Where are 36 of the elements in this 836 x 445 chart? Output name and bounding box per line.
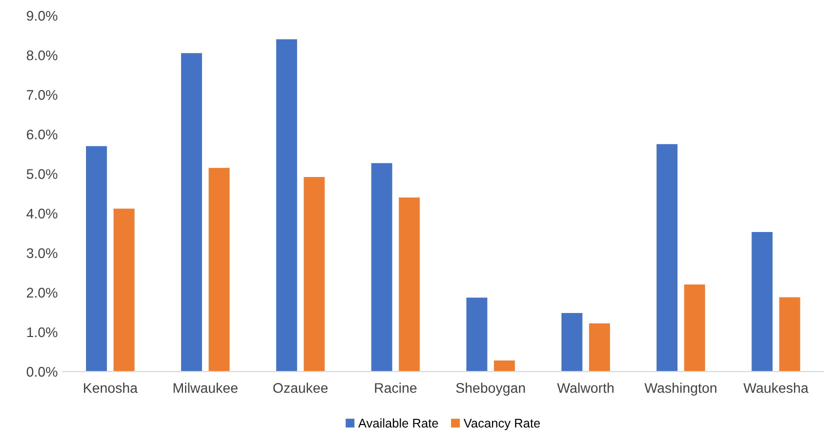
legend-label: Vacancy Rate [464,418,540,430]
x-tick-label: Sheboygan [456,382,525,396]
bar [208,168,230,372]
y-tick-label: 3.0% [26,248,58,258]
bar [656,144,678,372]
x-tick-label: Racine [375,382,417,393]
bar [304,176,325,372]
y-tick-label: 6.0% [26,130,58,140]
y-tick-label: 7.0% [26,90,58,100]
y-tick-label: 1.0% [27,327,58,338]
bar [276,39,298,372]
y-tick-label: 9.0% [26,10,58,21]
bar [86,146,107,372]
y-tick-label: 0.0% [26,366,58,377]
x-tick-label: Washington [644,382,716,396]
bar [779,297,800,372]
bar [684,284,706,372]
bar [114,208,134,372]
y-tick-label: 5.0% [26,169,58,179]
bar [398,198,420,372]
y-tick-label: 4.0% [26,208,58,219]
x-tick-label: Walworth [557,382,614,393]
bar [466,298,488,372]
x-tick-label: Ozaukee [273,382,328,393]
legend-label: Available Rate [358,418,438,428]
x-tick-label: Kenosha [84,382,138,393]
bar [561,313,582,372]
bar [371,163,392,372]
bar [752,232,773,372]
x-tick-label: Waukesha [743,382,808,393]
bar [181,53,202,372]
bar [494,360,515,372]
x-tick-label: Milwaukee [174,382,238,393]
y-tick-label: 2.0% [26,288,58,298]
y-tick-label: 8.0% [26,50,58,60]
bar [589,323,610,372]
